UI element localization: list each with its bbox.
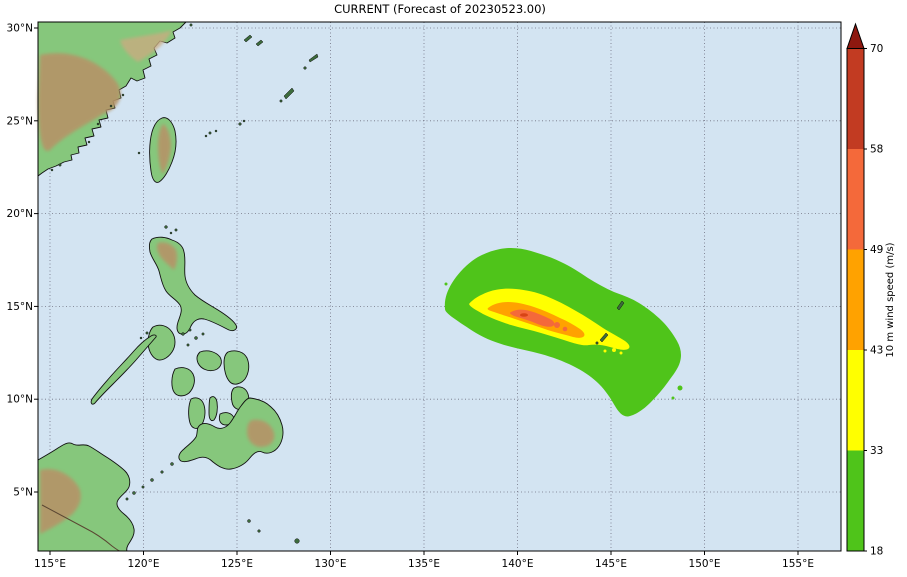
colorbar-tick: 33 <box>870 445 883 457</box>
landmass-borneo <box>37 442 135 552</box>
y-tick: 15°N <box>7 301 33 313</box>
islands-mariana <box>595 300 625 345</box>
colorbar-ticks <box>864 48 867 552</box>
island-cebu <box>208 396 218 422</box>
island-panay <box>171 367 195 397</box>
x-tick: 150°E <box>689 558 721 570</box>
colorbar-tick: 49 <box>870 244 883 256</box>
colorbar-axis-label: 10 m wind speed (m/s) <box>885 242 896 357</box>
colorbar-tick: 70 <box>870 43 883 55</box>
x-tick: 155°E <box>782 558 814 570</box>
y-tick: 20°N <box>7 208 33 220</box>
x-tick: 120°E <box>128 558 160 570</box>
y-tick: 30°N <box>7 23 33 35</box>
islands-ryukyu <box>204 53 319 138</box>
x-tick: 130°E <box>315 558 347 570</box>
x-axis-ticks <box>49 551 799 555</box>
contour-58ms <box>520 313 528 317</box>
y-tick: 5°N <box>13 487 33 499</box>
colorbar-tick-labels: 70 58 49 43 33 18 <box>870 43 883 558</box>
wind-speed-contours <box>444 247 683 417</box>
x-tick: 140°E <box>502 558 534 570</box>
colorbar-tick: 58 <box>870 144 883 156</box>
colorbar-extend-arrow <box>846 22 865 49</box>
y-tick: 25°N <box>7 115 33 127</box>
landmass-luzon <box>148 236 237 335</box>
landmass-mindanao <box>178 397 284 470</box>
x-tick: 135°E <box>408 558 440 570</box>
landmass-china <box>37 21 193 177</box>
colorbar-tick: 43 <box>870 345 883 357</box>
colorbar-tick: 18 <box>870 546 883 558</box>
x-tick: 145°E <box>595 558 627 570</box>
y-axis-labels: 30°N 25°N 20°N 15°N 10°N 5°N <box>7 23 33 499</box>
chart-title: CURRENT (Forecast of 20230523.00) <box>334 2 546 16</box>
island-palawan <box>90 331 157 405</box>
islands-east-china-sea <box>243 34 264 47</box>
landmasses <box>37 21 319 552</box>
contour-49ms <box>510 309 568 332</box>
y-tick: 10°N <box>7 394 33 406</box>
islands-celebes-sea <box>247 519 300 544</box>
island-masbate <box>196 350 222 372</box>
islands-sulu <box>125 462 174 501</box>
x-tick: 115°E <box>34 558 66 570</box>
colorbar: 70 58 49 43 33 18 10 m wind speed (m/s) <box>846 22 896 558</box>
border-line <box>41 504 121 552</box>
x-axis-labels: 115°E 120°E 125°E 130°E 135°E 140°E 145°… <box>34 558 814 570</box>
islands-babuyan <box>164 225 178 235</box>
landmass-taiwan <box>137 117 177 183</box>
x-tick: 125°E <box>221 558 253 570</box>
y-axis-ticks <box>34 27 38 493</box>
axes-frame <box>34 21 842 555</box>
ocean-background <box>38 22 841 551</box>
island-samar <box>223 350 250 385</box>
